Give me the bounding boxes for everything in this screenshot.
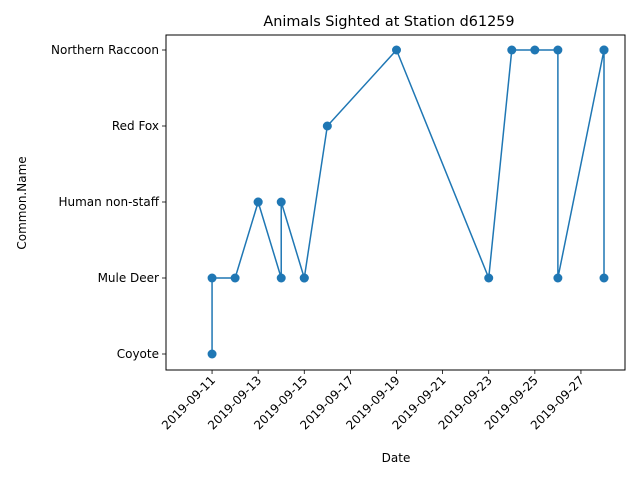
data-point xyxy=(322,121,332,131)
chart-title: Animals Sighted at Station d61259 xyxy=(263,14,514,30)
data-point xyxy=(392,45,401,55)
data-point xyxy=(553,45,563,55)
x-axis-label: Date xyxy=(382,451,411,465)
y-tick-label: Red Fox xyxy=(112,119,159,133)
data-point xyxy=(253,197,263,207)
data-point xyxy=(484,273,494,283)
y-tick-label: Human non-staff xyxy=(58,195,159,209)
data-point xyxy=(507,45,517,55)
data-point xyxy=(207,273,217,283)
data-point xyxy=(599,45,609,55)
y-tick-label: Coyote xyxy=(117,347,159,361)
y-tick-label: Northern Raccoon xyxy=(51,43,159,57)
data-point xyxy=(207,349,217,359)
y-tick-label: Mule Deer xyxy=(98,271,159,285)
y-axis: Coyote Mule Deer Human non-staff Red Fox Nor… xyxy=(51,43,166,361)
data-point xyxy=(276,197,286,207)
data-point xyxy=(599,273,609,283)
data-point xyxy=(530,45,540,55)
plot-frame xyxy=(165,34,626,371)
data-point xyxy=(299,273,309,283)
y-axis-label: Common.Name xyxy=(15,156,29,249)
data-point xyxy=(230,273,240,283)
series-points xyxy=(207,45,609,359)
data-point xyxy=(553,273,563,283)
data-point xyxy=(276,273,286,283)
